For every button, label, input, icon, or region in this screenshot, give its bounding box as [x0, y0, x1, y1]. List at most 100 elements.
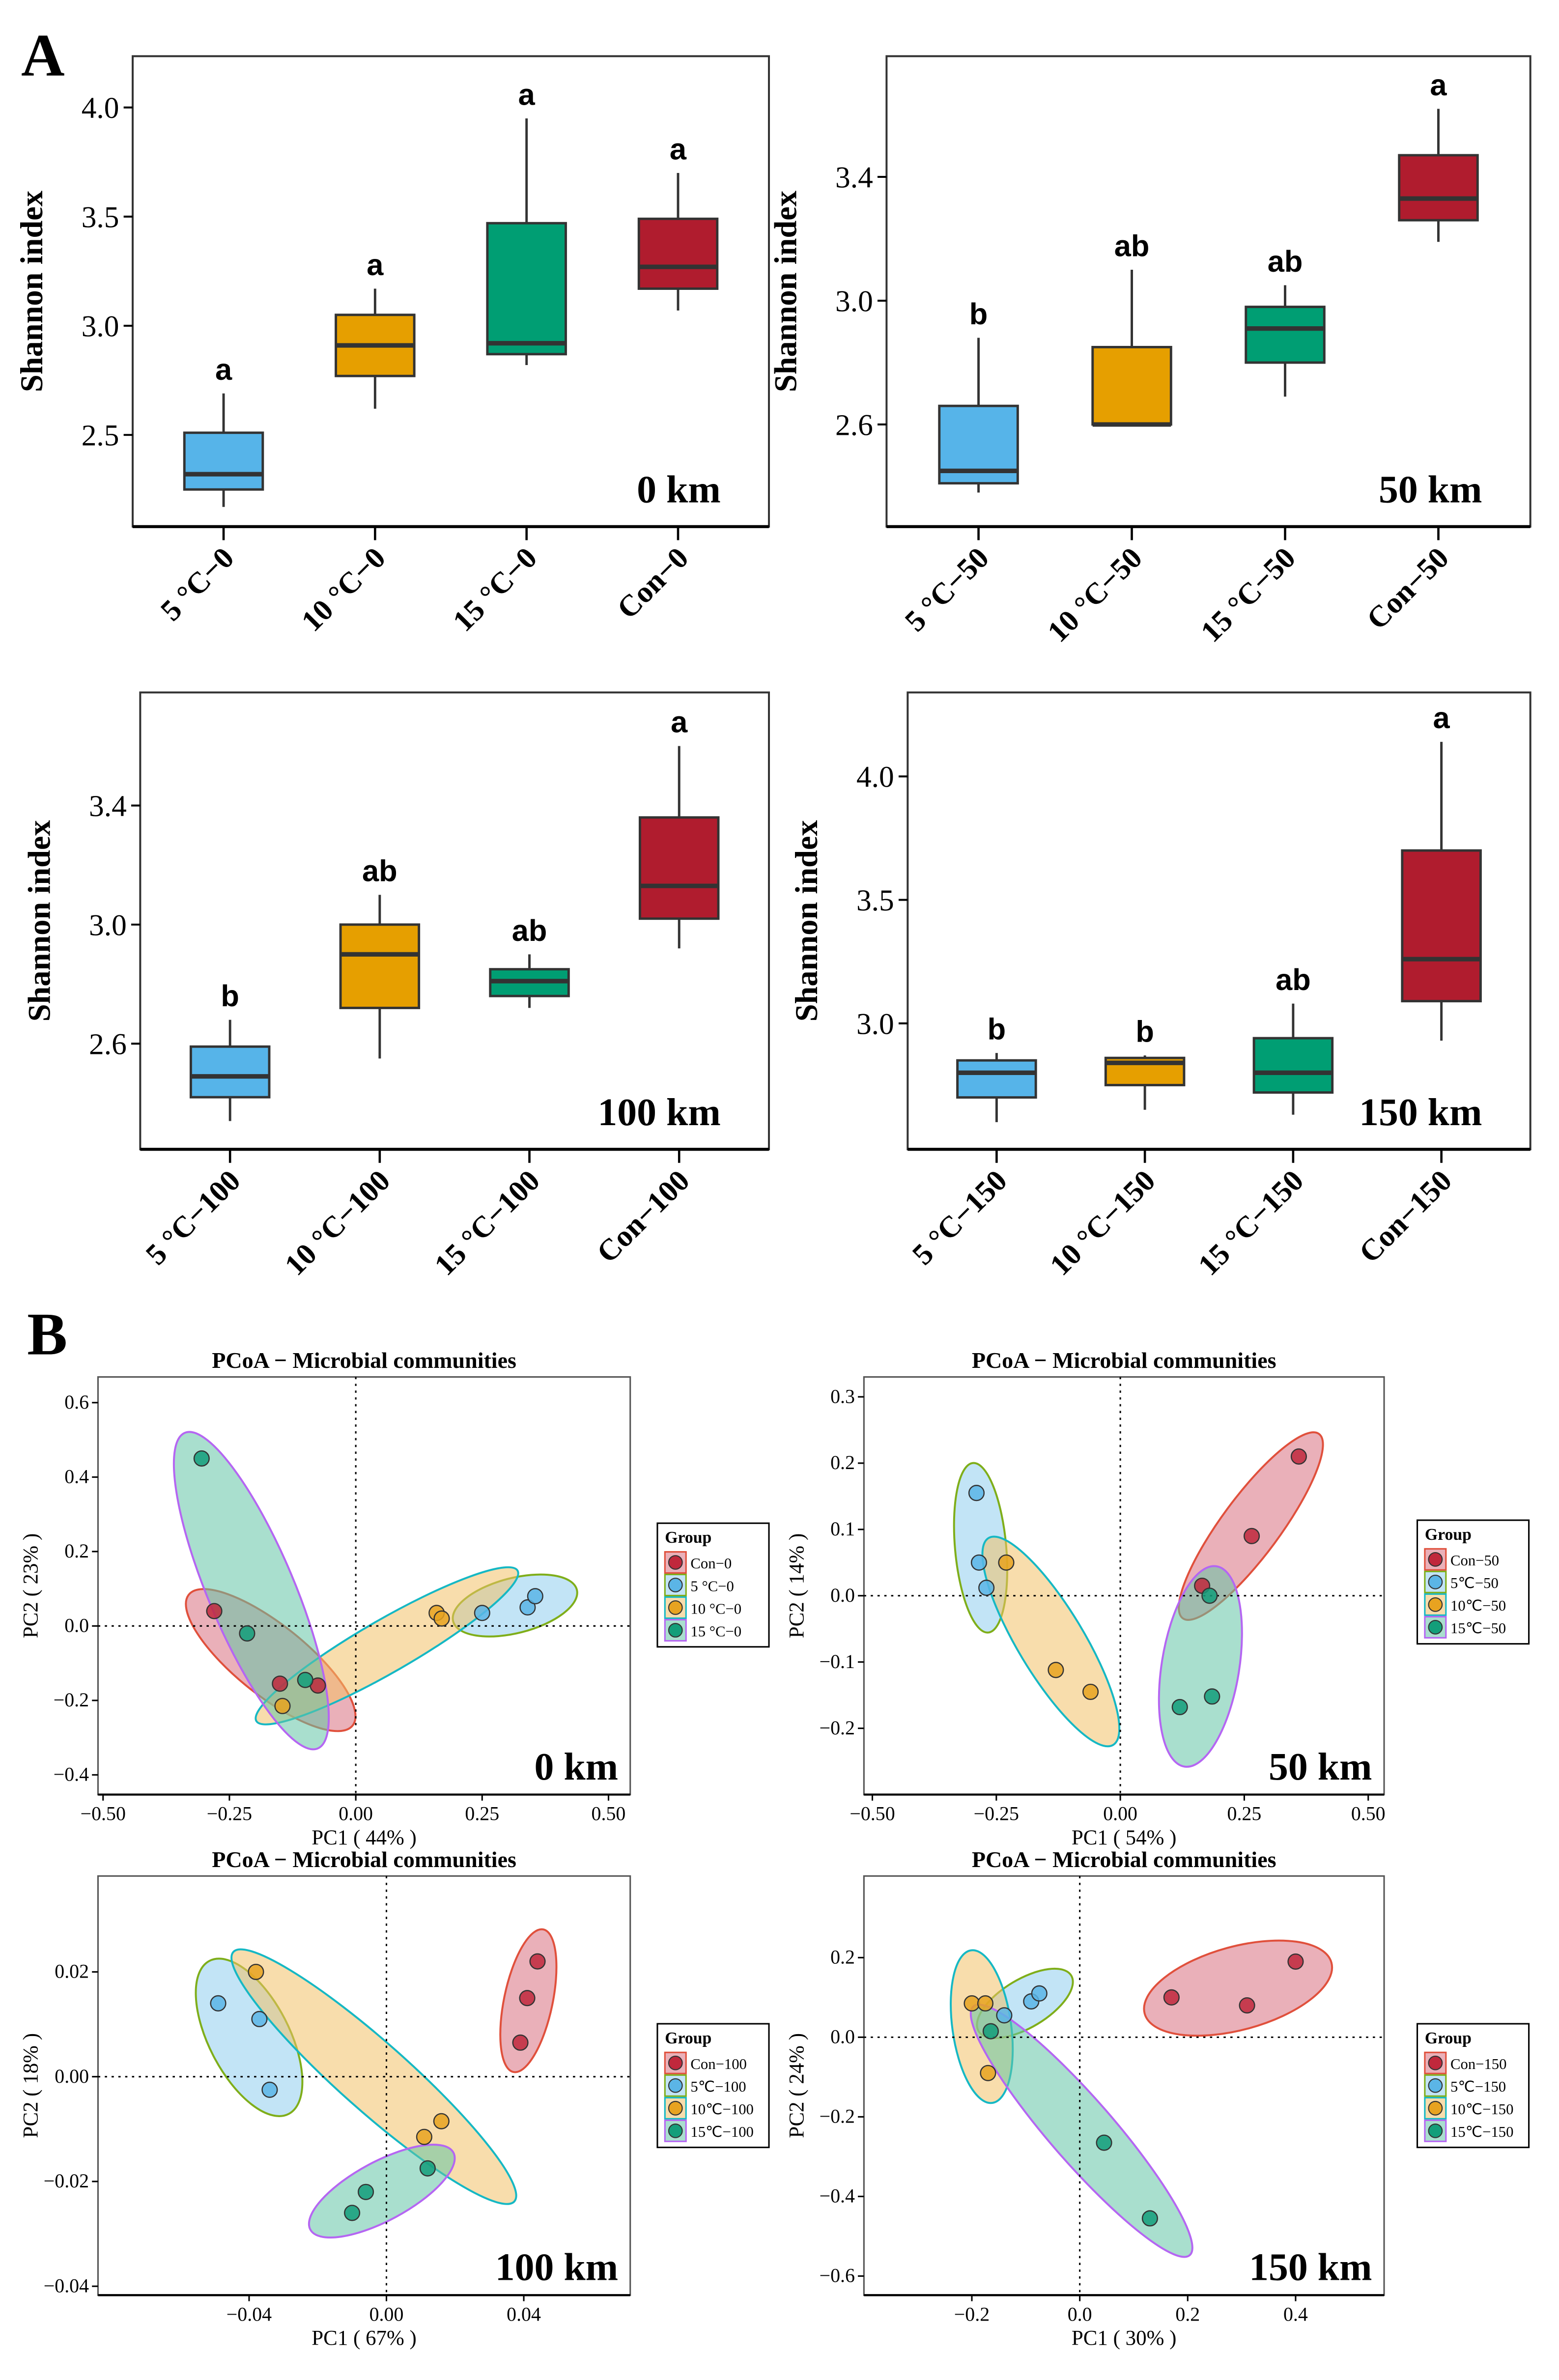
data-point [419, 2160, 436, 2177]
data-point [1082, 1683, 1099, 1700]
x-tick-label: 10 °C−0 [295, 541, 392, 638]
x-tick-label: 15 °C−0 [447, 541, 543, 638]
data-point [274, 1698, 291, 1714]
y-tick-label: −0.4 [820, 2185, 855, 2207]
y-tick-label: −0.2 [820, 2105, 855, 2127]
data-point [344, 2205, 361, 2221]
significance-letter: ab [512, 914, 547, 948]
x-tick-label: Con−0 [611, 541, 695, 625]
x-tick-label: 0.00 [339, 1803, 373, 1825]
y-tick-label: −0.02 [44, 2170, 89, 2192]
x-tick-label: −0.25 [974, 1803, 1019, 1825]
legend-marker [1428, 2078, 1443, 2093]
y-tick-label: 3.0 [89, 908, 127, 942]
box-iqr [637, 217, 719, 290]
y-tick-label: 0.2 [64, 1540, 89, 1562]
y-tick-label: 3.0 [856, 1007, 894, 1041]
x-tick-label: −0.04 [227, 2303, 272, 2325]
x-tick-label: −0.50 [81, 1803, 126, 1825]
box-0: b [938, 297, 1019, 493]
data-point [519, 1990, 536, 2007]
legend-item-label: 15 °C−0 [690, 1623, 741, 1640]
legend-marker [668, 2055, 683, 2070]
y-tick-label: 2.6 [89, 1028, 127, 1061]
boxplot-panel: 2.6 3.0 3.4 Shannon index 100 km b 5 °C−100 ab 1… [22, 691, 770, 1282]
legend-title: Group [665, 1529, 711, 1547]
data-point [474, 1605, 490, 1621]
panel-label-b: B [27, 1301, 67, 1367]
pcoa-panel: PCoA − Microbial communities −0.2 0.0 0.2 0.… [786, 1847, 1530, 2350]
x-tick-label: 10 °C−150 [1044, 1163, 1162, 1282]
plot-title: PCoA − Microbial communities [212, 1847, 516, 1872]
legend-marker [668, 2100, 683, 2116]
y-tick-label: 4.0 [82, 91, 119, 125]
box-1: ab [1091, 229, 1172, 427]
data-point [1239, 1997, 1255, 2014]
y-axis-label: Shannon index [14, 191, 49, 392]
y-tick-label: 0.2 [830, 1946, 855, 1968]
y-axis-label: PC2 ( 14% ) [786, 1533, 809, 1639]
box-iqr [1398, 154, 1479, 222]
legend-marker [668, 1600, 683, 1615]
data-point [1171, 1699, 1188, 1716]
legend: Group Con−50 5℃−50 10℃−50 15℃−50 [1417, 1519, 1530, 1645]
significance-letter: ab [362, 854, 397, 888]
legend: Group Con−150 5℃−150 10℃−150 15℃−150 [1417, 2023, 1530, 2149]
data-point [977, 1995, 994, 2012]
y-tick-label: 3.5 [856, 884, 894, 917]
significance-letter: b [221, 979, 239, 1013]
pcoa-panel: PCoA − Microbial communities −0.50 −0.25 0.… [20, 1348, 770, 1849]
y-tick-label: 2.5 [82, 419, 119, 453]
box-iqr [956, 1059, 1037, 1099]
data-point [261, 2081, 278, 2098]
y-tick-label: 0.2 [830, 1451, 855, 1473]
legend-marker [1428, 1552, 1443, 1567]
y-tick-label: 0.0 [830, 1584, 855, 1606]
distance-label: 150 km [1359, 1091, 1482, 1134]
legend-item-label: 5 °C−0 [690, 1578, 734, 1594]
box-3: a [638, 706, 720, 949]
boxplot-panel: 3.0 3.5 4.0 Shannon index 150 km b 5 °C−150 b 10… [789, 691, 1531, 1282]
data-point [272, 1675, 288, 1692]
significance-letter: a [670, 132, 687, 166]
distance-label: 100 km [597, 1091, 720, 1134]
distance-label: 150 km [1249, 2246, 1372, 2289]
legend-marker [1428, 1597, 1443, 1612]
box-iqr [339, 923, 421, 1009]
data-point [1287, 1953, 1304, 1970]
y-axis-label: Shannon index [768, 191, 803, 392]
y-tick-label: −0.6 [820, 2265, 855, 2287]
significance-letter: ab [1276, 963, 1311, 997]
data-point [193, 1450, 210, 1467]
significance-letter: a [215, 353, 232, 387]
legend-item-label: 5℃−100 [690, 2078, 746, 2095]
data-point [358, 2183, 374, 2200]
legend-marker [1428, 2123, 1443, 2138]
data-point [1290, 1448, 1307, 1465]
x-axis-label: PC1 ( 54% ) [1072, 1826, 1177, 1849]
legend-marker [1428, 1574, 1443, 1589]
x-axis-label: PC1 ( 44% ) [312, 1826, 417, 1849]
box-3: a [637, 132, 719, 311]
y-tick-label: 4.0 [856, 761, 894, 794]
x-tick-label: 10 °C−50 [1041, 541, 1149, 649]
legend-item-label: Con−150 [1450, 2056, 1506, 2072]
data-point [1141, 2210, 1158, 2227]
x-tick-label: 5 °C−0 [154, 541, 241, 627]
group-ellipse [1143, 1939, 1333, 2037]
boxplot-panel: 2.5 3.0 3.5 4.0 Shannon index 0 km a 5 °C−0 a 10 … [14, 55, 770, 638]
legend-item-label: Con−50 [1450, 1552, 1499, 1569]
box-iqr [1401, 849, 1482, 1003]
box-3: a [1401, 701, 1482, 1041]
y-tick-label: 0.0 [64, 1615, 89, 1637]
data-point [416, 2128, 432, 2145]
y-axis-label: Shannon index [789, 820, 824, 1021]
x-tick-label: 0.2 [1175, 2303, 1200, 2325]
data-point [239, 1625, 255, 1642]
data-point [529, 1953, 546, 1970]
legend-item-label: 15℃−100 [690, 2124, 753, 2140]
legend-marker [1428, 2100, 1443, 2116]
significance-letter: a [1433, 701, 1450, 735]
y-tick-label: 0.6 [64, 1391, 89, 1413]
y-tick-label: 3.4 [835, 161, 873, 194]
